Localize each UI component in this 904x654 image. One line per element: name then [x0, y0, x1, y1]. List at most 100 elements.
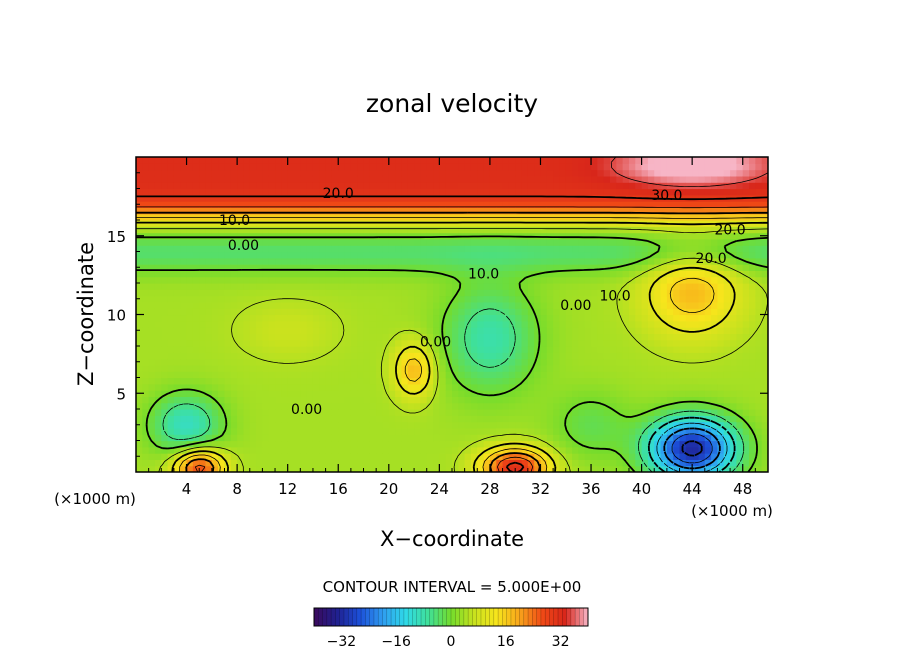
heatmap-cell [388, 226, 396, 234]
heatmap-cell [578, 169, 586, 177]
heatmap-cell [464, 390, 472, 397]
heatmap-cell [483, 163, 491, 171]
heatmap-cell [136, 226, 143, 234]
heatmap-cell [584, 257, 592, 265]
heatmap-cell [534, 333, 542, 341]
heatmap-cell [711, 251, 719, 259]
heatmap-cell [692, 421, 700, 429]
heatmap-cell [173, 257, 181, 265]
heatmap-cell [426, 201, 434, 208]
heatmap-cell [395, 232, 403, 240]
heatmap-cell [597, 283, 605, 290]
heatmap-cell [312, 352, 320, 360]
heatmap-cell [256, 163, 263, 171]
heatmap-cell [407, 308, 415, 316]
heatmap-cell [692, 453, 700, 460]
heatmap-cell [730, 207, 737, 215]
heatmap-cell [534, 377, 542, 385]
heatmap-cell [350, 188, 358, 196]
heatmap-cell [673, 226, 681, 234]
heatmap-cell [464, 169, 472, 177]
heatmap-cell [388, 270, 396, 278]
heatmap-cell [603, 396, 611, 404]
heatmap-cell [540, 327, 548, 334]
heatmap-cell [704, 459, 712, 467]
heatmap-cell [584, 308, 592, 316]
heatmap-cell [584, 352, 592, 360]
heatmap-cell [470, 427, 478, 435]
heatmap-cell [565, 213, 573, 221]
heatmap-cell [628, 459, 636, 467]
heatmap-cell [186, 308, 194, 316]
heatmap-cell [249, 453, 257, 460]
heatmap-cell [610, 257, 617, 265]
heatmap-cell [331, 238, 339, 246]
heatmap-cell [154, 421, 162, 429]
heatmap-cell [578, 371, 586, 379]
heatmap-cell [723, 346, 731, 353]
heatmap-cell [736, 434, 744, 442]
heatmap-cell [534, 169, 542, 177]
heatmap-cell [161, 371, 169, 379]
heatmap-cell [496, 421, 504, 429]
heatmap-cell [730, 459, 737, 467]
heatmap-cell [136, 207, 143, 215]
heatmap-cell [546, 276, 554, 284]
heatmap-cell [635, 434, 643, 442]
heatmap-cell [363, 352, 371, 360]
heatmap-cell [180, 175, 188, 183]
heatmap-cell [433, 396, 440, 404]
heatmap-cell [508, 390, 516, 397]
heatmap-cell [325, 257, 333, 265]
heatmap-cell [433, 175, 440, 183]
heatmap-cell [388, 459, 396, 467]
heatmap-cell [698, 264, 706, 271]
heatmap-cell [723, 213, 731, 221]
heatmap-cell [610, 377, 617, 385]
heatmap-cell [243, 207, 251, 215]
heatmap-cell [237, 396, 245, 404]
heatmap-cell [300, 415, 308, 423]
heatmap-cell [761, 383, 768, 391]
heatmap-cell [546, 327, 554, 334]
heatmap-cell [180, 207, 188, 215]
heatmap-cell [603, 163, 611, 171]
heatmap-cell [243, 364, 251, 372]
heatmap-cell [275, 257, 282, 265]
heatmap-cell [666, 163, 674, 171]
heatmap-cell [281, 402, 289, 410]
heatmap-cell [369, 402, 377, 410]
heatmap-cell [704, 276, 712, 284]
heatmap-cell [711, 238, 719, 246]
heatmap-cell [666, 270, 674, 278]
heatmap-cell [603, 295, 611, 303]
heatmap-cell [154, 163, 162, 171]
heatmap-cell [692, 270, 700, 278]
heatmap-cell [692, 226, 700, 234]
heatmap-cell [199, 390, 207, 397]
heatmap-cell [736, 465, 744, 472]
heatmap-cell [142, 383, 150, 391]
heatmap-cell [496, 320, 504, 328]
heatmap-cell [167, 314, 175, 322]
heatmap-cell [287, 440, 295, 448]
heatmap-cell [142, 409, 150, 416]
heatmap-cell [597, 157, 605, 164]
heatmap-cell [477, 453, 485, 460]
heatmap-cell [477, 289, 485, 297]
heatmap-cell [628, 295, 636, 303]
heatmap-cell [711, 169, 719, 177]
heatmap-cell [622, 264, 630, 271]
heatmap-cell [717, 188, 725, 196]
heatmap-cell [414, 182, 421, 190]
heatmap-cell [224, 257, 232, 265]
heatmap-cell [136, 213, 143, 221]
heatmap-cell [464, 402, 472, 410]
heatmap-cell [749, 188, 756, 196]
heatmap-cell [489, 364, 497, 372]
heatmap-cell [256, 308, 263, 316]
heatmap-cell [224, 188, 232, 196]
heatmap-cell [546, 175, 554, 183]
heatmap-cell [660, 339, 668, 347]
heatmap-cell [350, 175, 358, 183]
